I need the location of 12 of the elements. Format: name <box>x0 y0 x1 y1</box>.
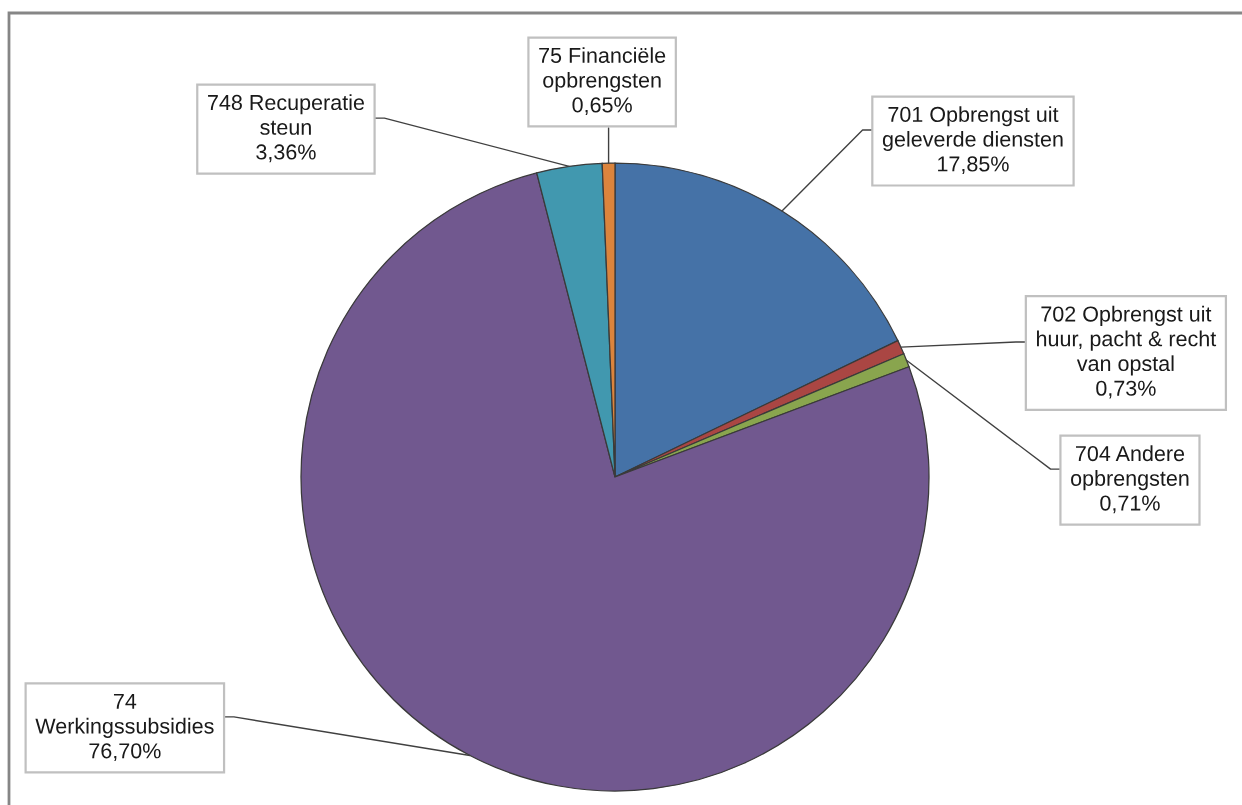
data-label: 0,73% <box>1096 380 1156 399</box>
data-label: 3,36% <box>256 144 316 163</box>
data-label: 76,70% <box>89 743 161 761</box>
slice-label: 748 Recuperatie steun <box>208 94 364 135</box>
slice-label: 701 Opbrengst uit geleverde diensten <box>882 106 1063 152</box>
slice-label: 704 Andere opbrengsten <box>1071 445 1189 491</box>
data-label: 17,85% <box>938 156 1009 175</box>
slice-label: 702 Opbrengst uit huur, pacht & recht van opstal <box>1037 305 1217 376</box>
data-label: 0,65% <box>572 97 632 116</box>
slice-label: 75 Financiële opbrengsten <box>539 47 666 93</box>
slice-label: 74 Werkingssubsidies <box>35 693 214 738</box>
data-label: 0,71% <box>1100 495 1160 514</box>
